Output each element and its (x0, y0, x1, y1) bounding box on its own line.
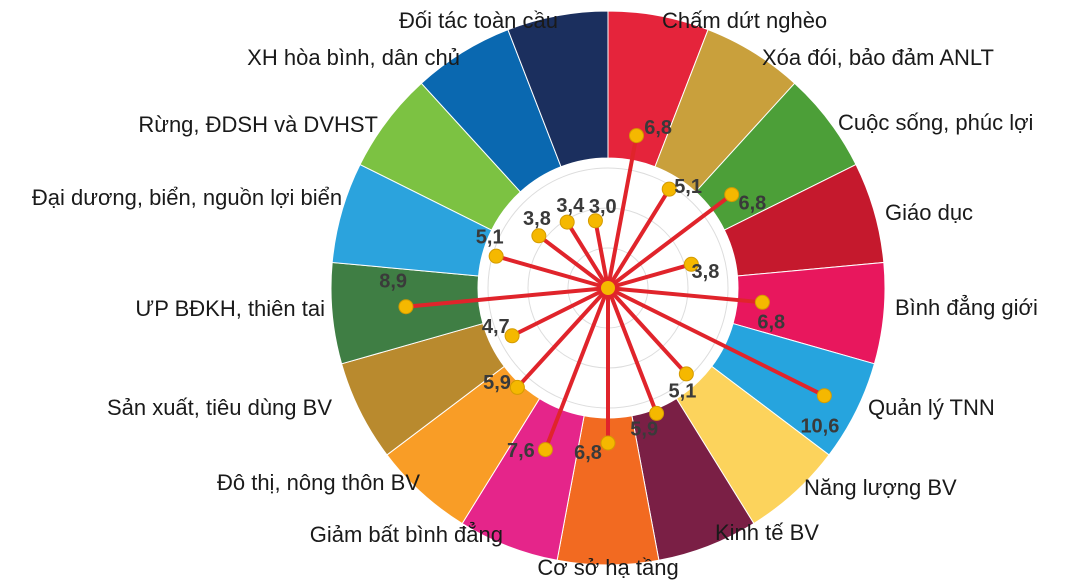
category-label: XH hòa bình, dân chủ (247, 45, 460, 70)
dot (661, 181, 677, 197)
category-label: Đô thị, nông thôn BV (216, 470, 420, 495)
value-label: 5,9 (483, 372, 511, 394)
value-label: 3,4 (556, 195, 585, 217)
value-label: 5,1 (674, 176, 702, 198)
stem (495, 254, 609, 290)
value-label: 6,8 (757, 311, 785, 333)
stem (606, 192, 733, 290)
category-label: Bình đẳng giới (895, 295, 1038, 320)
dot (683, 256, 699, 272)
category-label: Năng lượng BV (804, 475, 957, 500)
dot (559, 214, 575, 230)
category-label: Đại dương, biển, nguồn lợi biển (31, 185, 343, 210)
value-label: 3,8 (523, 208, 551, 230)
stem (606, 135, 639, 289)
value-label: 3,0 (589, 196, 617, 218)
dot (504, 328, 520, 344)
category-label: Kinh tế BV (715, 520, 819, 545)
dot (587, 213, 603, 229)
stem (593, 220, 610, 289)
dot (816, 388, 832, 404)
category-label: Giáo dục (885, 200, 974, 225)
category-label: Rừng, ĐDSH và DVHST (138, 112, 378, 137)
category-label: Quản lý TNN (868, 395, 995, 420)
stem (606, 286, 688, 376)
dot (754, 294, 770, 310)
stem (511, 286, 609, 338)
category-label: Xóa đói, bảo đảm ANLT (762, 45, 994, 70)
value-label: 3,8 (692, 261, 720, 283)
dot (537, 442, 553, 458)
dot (724, 187, 740, 203)
value-label: 10,6 (800, 416, 839, 438)
stem (607, 286, 826, 398)
dot (531, 228, 547, 244)
stem (537, 234, 610, 290)
stem (606, 188, 671, 290)
dot (628, 128, 644, 144)
value-label: 8,9 (379, 270, 407, 292)
category-label: Cơ sở hạ tầng (537, 555, 679, 580)
value-label: 6,8 (574, 442, 602, 464)
stem (607, 286, 763, 305)
dot (398, 299, 414, 315)
center-dot (601, 281, 615, 295)
stem (405, 286, 609, 309)
category-label: Cuộc sống, phúc lợi (838, 110, 1034, 135)
dot (488, 248, 504, 264)
category-label: Chấm dứt nghèo (662, 8, 828, 33)
value-label: 7,6 (507, 440, 535, 462)
stem (515, 286, 610, 389)
dot (678, 366, 694, 382)
value-label: 5,1 (476, 227, 504, 249)
category-label: Sản xuất, tiêu dùng BV (106, 395, 332, 420)
stem (543, 287, 610, 451)
value-label: 6,8 (644, 117, 672, 139)
category-label: Đối tác toàn cầu (399, 8, 558, 33)
stem (606, 287, 659, 415)
value-label: 4,7 (482, 316, 510, 338)
value-label: 5,1 (669, 381, 697, 403)
dot (600, 435, 616, 451)
stem (607, 262, 692, 290)
dot (509, 379, 525, 395)
category-label: ƯP BĐKH, thiên tai (135, 296, 325, 321)
stem (565, 221, 610, 290)
value-label: 5,9 (630, 418, 658, 440)
dot (649, 405, 665, 421)
value-label: 6,8 (738, 192, 766, 214)
category-label: Giảm bất bình đẳng (309, 522, 503, 547)
